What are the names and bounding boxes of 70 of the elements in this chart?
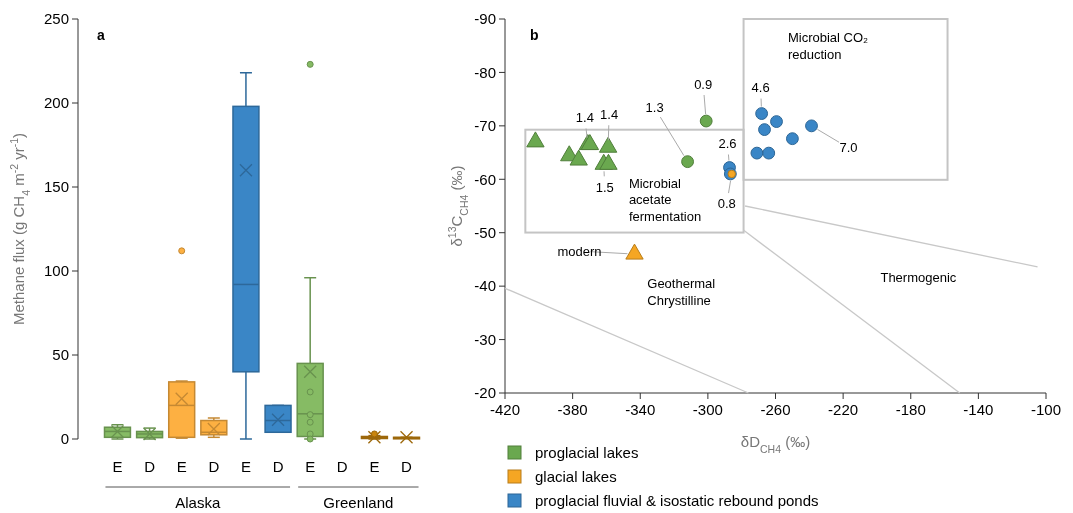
point — [770, 115, 783, 128]
point — [758, 123, 771, 136]
annotation: 0.9 — [694, 76, 713, 92]
annotation: Thermogenic — [880, 269, 957, 285]
annotation: Microbial acetate fermentation — [628, 176, 702, 224]
point — [805, 119, 818, 133]
x-tick-label: -300 — [692, 401, 723, 418]
x-tick-label: -180 — [895, 401, 926, 418]
x-tick-label: -420 — [489, 401, 521, 418]
x-tick-label: D — [272, 458, 284, 476]
point — [599, 153, 618, 170]
annotation: 4.6 — [751, 80, 770, 96]
legend-label: proglacial lakes — [535, 444, 639, 462]
annotation: 0.8 — [717, 196, 736, 212]
x-tick-label: E — [305, 458, 316, 476]
x-tick-label: -260 — [760, 401, 791, 418]
point — [681, 155, 694, 169]
point — [569, 149, 588, 166]
x-tick-label: E — [176, 458, 187, 476]
annotation: modern — [557, 243, 602, 259]
annotation: Geothermal Chrystilline — [647, 276, 716, 308]
text: Alaska — [175, 494, 221, 511]
x-tick-label: D — [401, 458, 413, 476]
x-tick-label: E — [369, 458, 380, 476]
annotation: 1.4 — [575, 110, 594, 126]
y-tick-label: 50 — [52, 346, 69, 364]
point — [526, 131, 545, 148]
legend-label: proglacial fluvial & isostatic rebound ponds — [535, 492, 819, 510]
x-tick-label: -140 — [963, 401, 994, 418]
y-tick-label: 150 — [43, 178, 69, 196]
text: Greenland — [323, 494, 394, 511]
x-tick-label: -380 — [557, 401, 588, 418]
annotation: 7.0 — [839, 140, 858, 156]
point — [762, 146, 776, 160]
text: a — [97, 27, 105, 43]
legend-label: glacial lakes — [535, 468, 617, 486]
x-tick-label: D — [336, 458, 348, 476]
annotation: 1.5 — [595, 179, 614, 195]
point — [727, 169, 736, 179]
y-tick-label: 250 — [43, 10, 69, 28]
point — [598, 136, 618, 153]
y-tick-label: -50 — [474, 223, 496, 241]
x-tick-label: -100 — [1030, 401, 1062, 418]
y-tick-label: 100 — [43, 262, 69, 280]
y-tick-label: -30 — [474, 330, 496, 348]
text: b — [530, 27, 539, 43]
y-tick-label: -40 — [474, 277, 496, 295]
x-tick-label: -220 — [828, 401, 859, 418]
point — [625, 243, 644, 260]
point — [750, 146, 764, 160]
annotation: Microbial CO₂ reduction — [787, 30, 869, 62]
x-tick-label: E — [112, 458, 123, 476]
annotation: 2.6 — [718, 136, 737, 152]
point — [755, 107, 769, 120]
x-tick-label: D — [208, 458, 220, 476]
point — [785, 132, 799, 146]
x-tick-label: -340 — [625, 401, 656, 418]
x-axis-title: δD$_{CH4}$ (‰) — [740, 433, 811, 455]
y-tick-label: -60 — [474, 170, 496, 188]
y-tick-label: -80 — [474, 63, 496, 81]
y-tick-label: -20 — [474, 384, 496, 402]
y-tick-label: 200 — [43, 94, 69, 112]
annotation: 1.3 — [645, 100, 664, 116]
y-tick-label: 0 — [60, 430, 69, 448]
y-tick-label: -70 — [474, 117, 496, 135]
annotation: 1.4 — [600, 106, 619, 122]
x-tick-label: D — [144, 458, 156, 476]
point — [699, 114, 713, 128]
x-tick-label: E — [240, 458, 251, 476]
y-tick-label: -90 — [474, 10, 496, 28]
